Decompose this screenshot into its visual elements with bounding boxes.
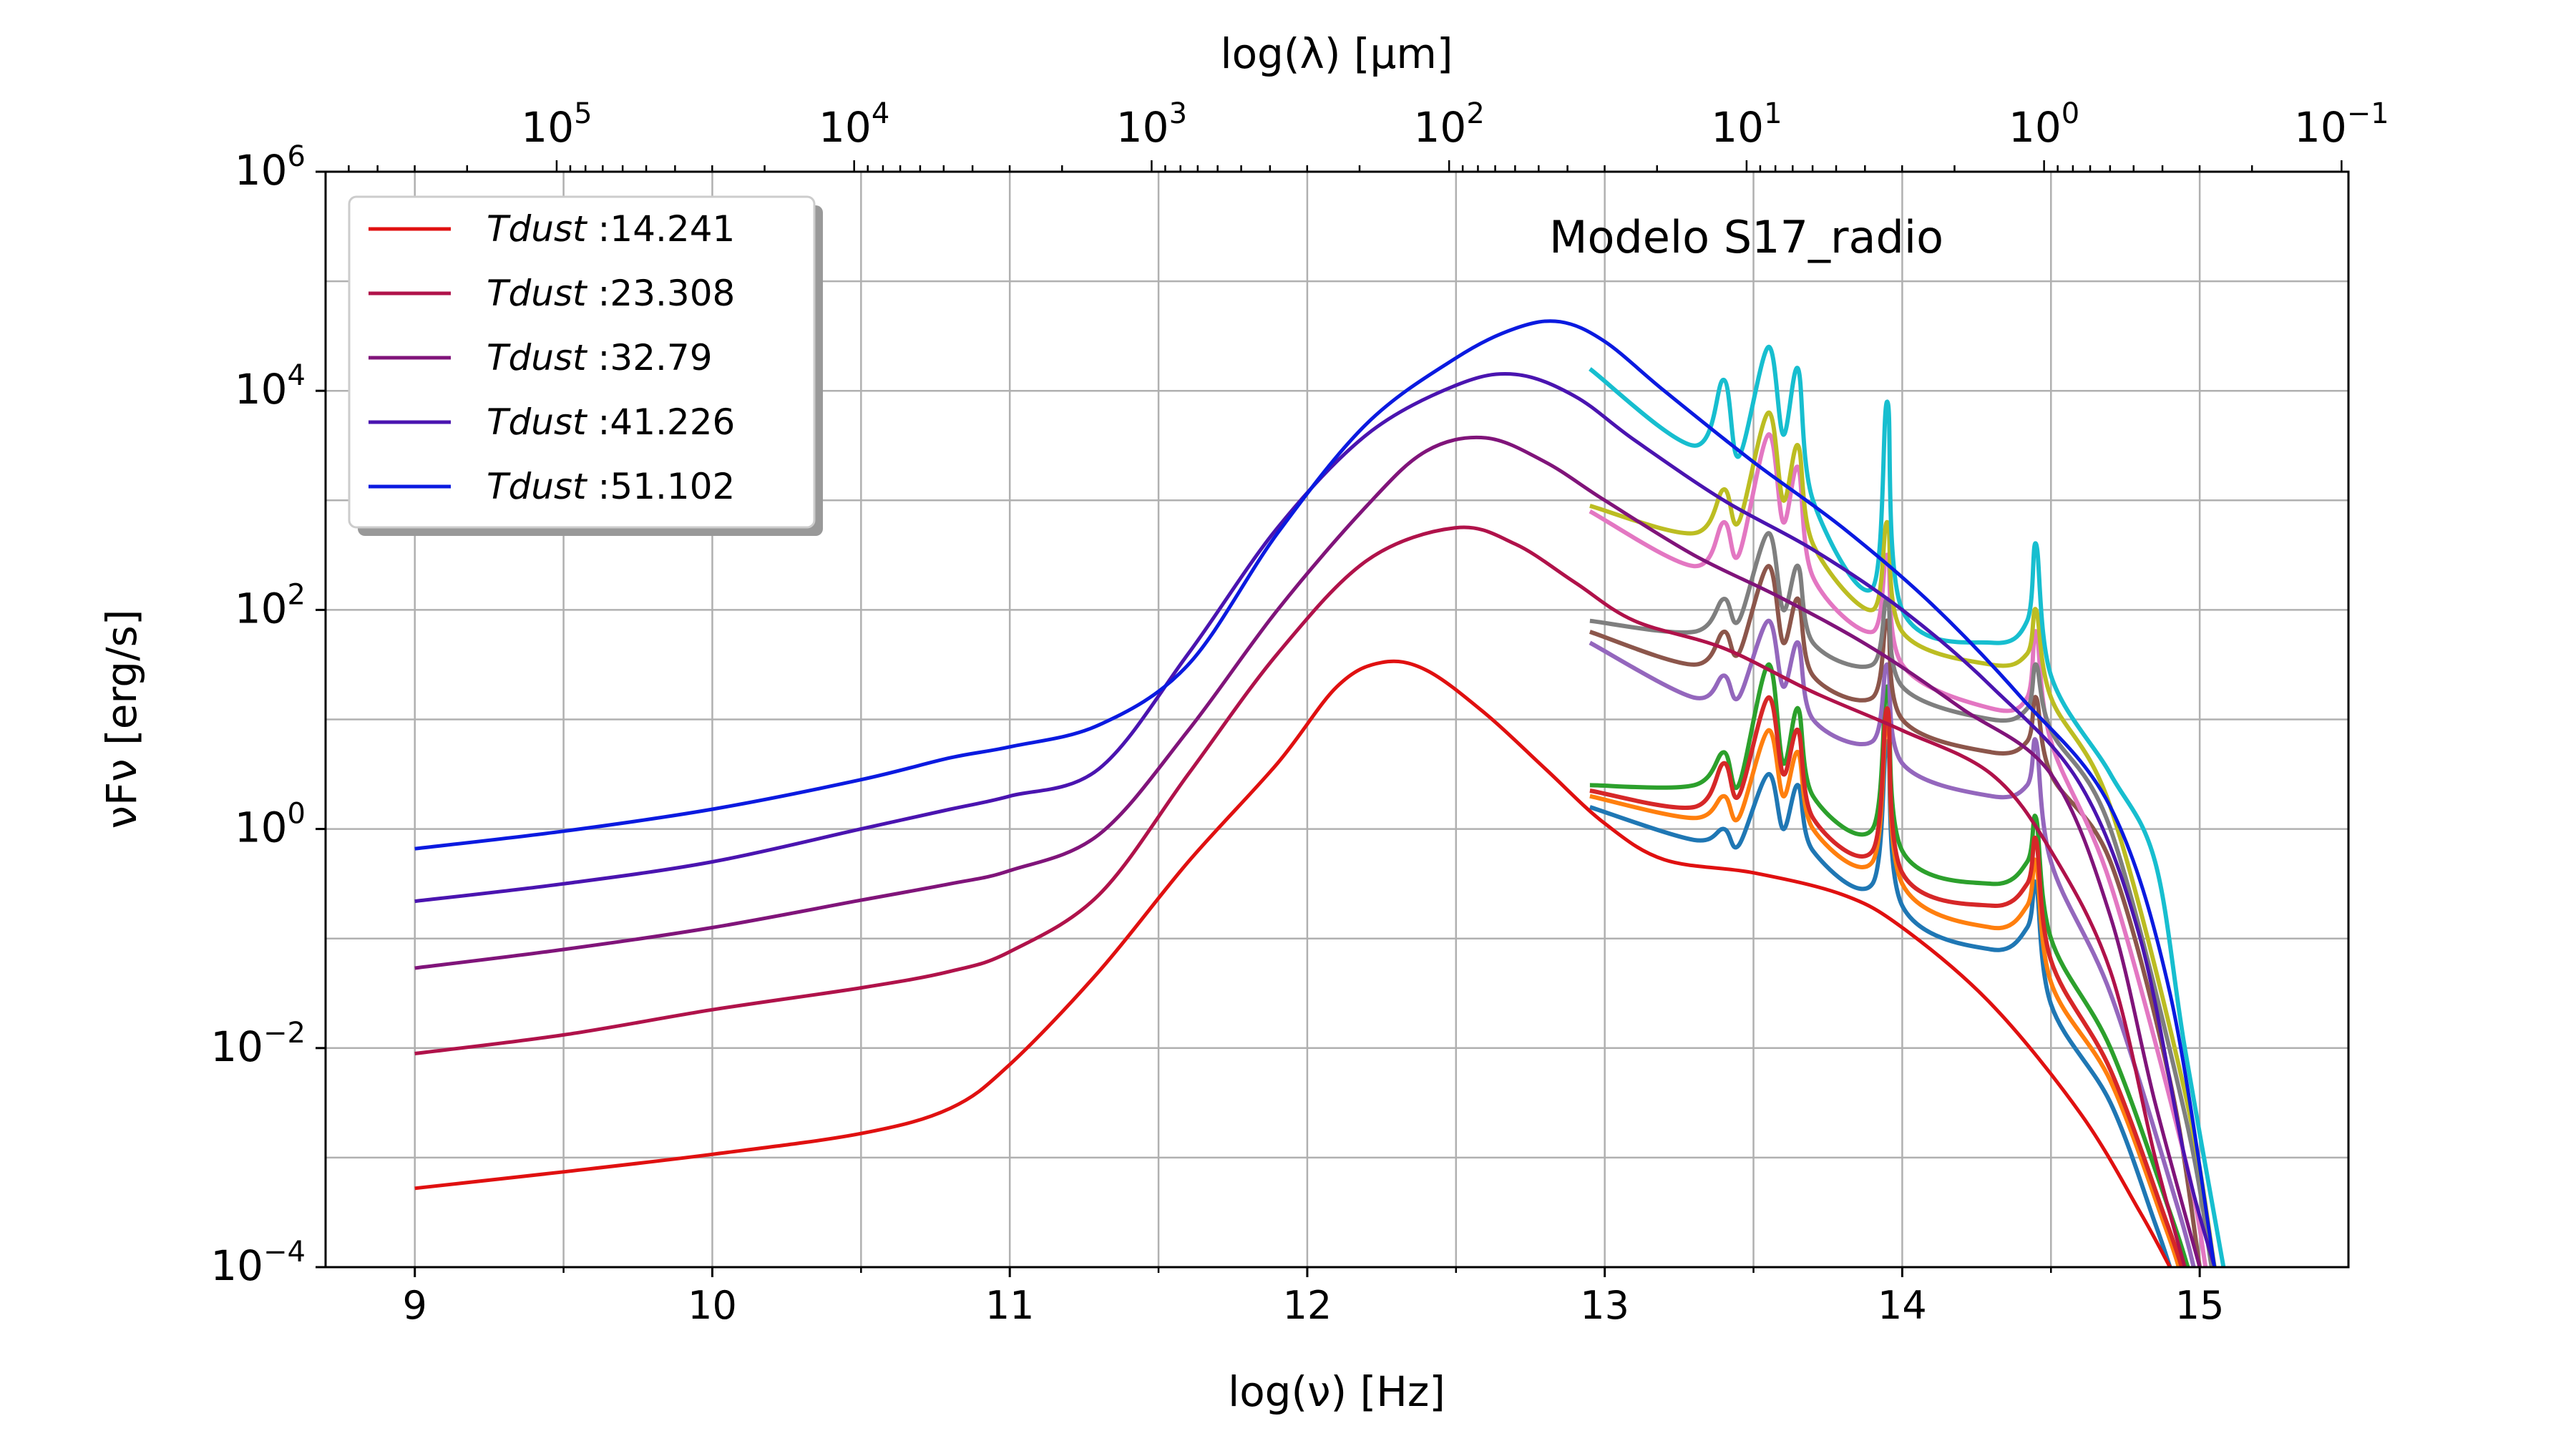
legend-label: Tdust :41.226 xyxy=(487,401,735,443)
ticks xyxy=(316,160,2343,1277)
component-line xyxy=(1589,695,2185,1267)
y-tick-label: 100 xyxy=(235,798,306,852)
component-line xyxy=(1589,618,2196,1267)
legend-box xyxy=(348,195,816,529)
top-tick-label: 102 xyxy=(1414,97,1485,152)
plot-frame xyxy=(324,170,2350,1269)
x-tick-label: 11 xyxy=(985,1283,1035,1328)
series-lines xyxy=(414,319,2226,1267)
component-line xyxy=(1589,564,2202,1267)
top-tick-label: 105 xyxy=(521,97,592,152)
series-line-tdust xyxy=(414,525,2187,1267)
x-tick-label: 10 xyxy=(688,1283,737,1328)
legend: Tdust :14.241 Tdust :23.308 Tdust :32.79 Td… xyxy=(348,195,823,536)
series-line-tdust xyxy=(414,371,2217,1267)
y-tick-label: 10−2 xyxy=(210,1017,306,1071)
chart-annotation: Modelo S17_radio xyxy=(1549,211,1943,263)
series-line-tdust xyxy=(414,435,2202,1267)
top-tick-label: 10−1 xyxy=(2294,97,2389,152)
top-tick-label: 101 xyxy=(1711,97,1782,152)
series-line-tdust xyxy=(414,319,2217,1267)
x-tick-label: 9 xyxy=(403,1283,427,1328)
y-tick-label: 106 xyxy=(235,140,306,195)
top-tick-label: 104 xyxy=(819,97,889,152)
top-tick-label: 103 xyxy=(1116,97,1187,152)
x-tick-label: 12 xyxy=(1283,1283,1332,1328)
x-tick-label: 13 xyxy=(1580,1283,1629,1328)
tick-labels: 9 10 11 12 13 14 15 10−4 10−2 100 102 104 106 105 104 1… xyxy=(210,97,2389,1328)
y-tick-label: 10−4 xyxy=(210,1236,306,1290)
top-axis-title: log(λ) [μm] xyxy=(1220,29,1453,78)
component-line xyxy=(1589,662,2190,1267)
component-line xyxy=(1589,344,2226,1267)
legend-label: Tdust :14.241 xyxy=(487,208,735,250)
y-axis-title: νFν [erg/s] xyxy=(97,610,146,829)
top-tick-label: 100 xyxy=(2009,97,2079,152)
series-line-tdust xyxy=(414,659,2172,1267)
legend-label: Tdust :51.102 xyxy=(487,466,735,507)
x-tick-label: 15 xyxy=(2175,1283,2225,1328)
x-axis-title: log(ν) [Hz] xyxy=(1228,1367,1445,1416)
x-tick-label: 14 xyxy=(1878,1283,1927,1328)
legend-label: Tdust :23.308 xyxy=(487,273,735,314)
y-tick-label: 104 xyxy=(235,359,306,414)
legend-label: Tdust :32.79 xyxy=(487,337,713,378)
y-tick-label: 102 xyxy=(235,578,306,633)
